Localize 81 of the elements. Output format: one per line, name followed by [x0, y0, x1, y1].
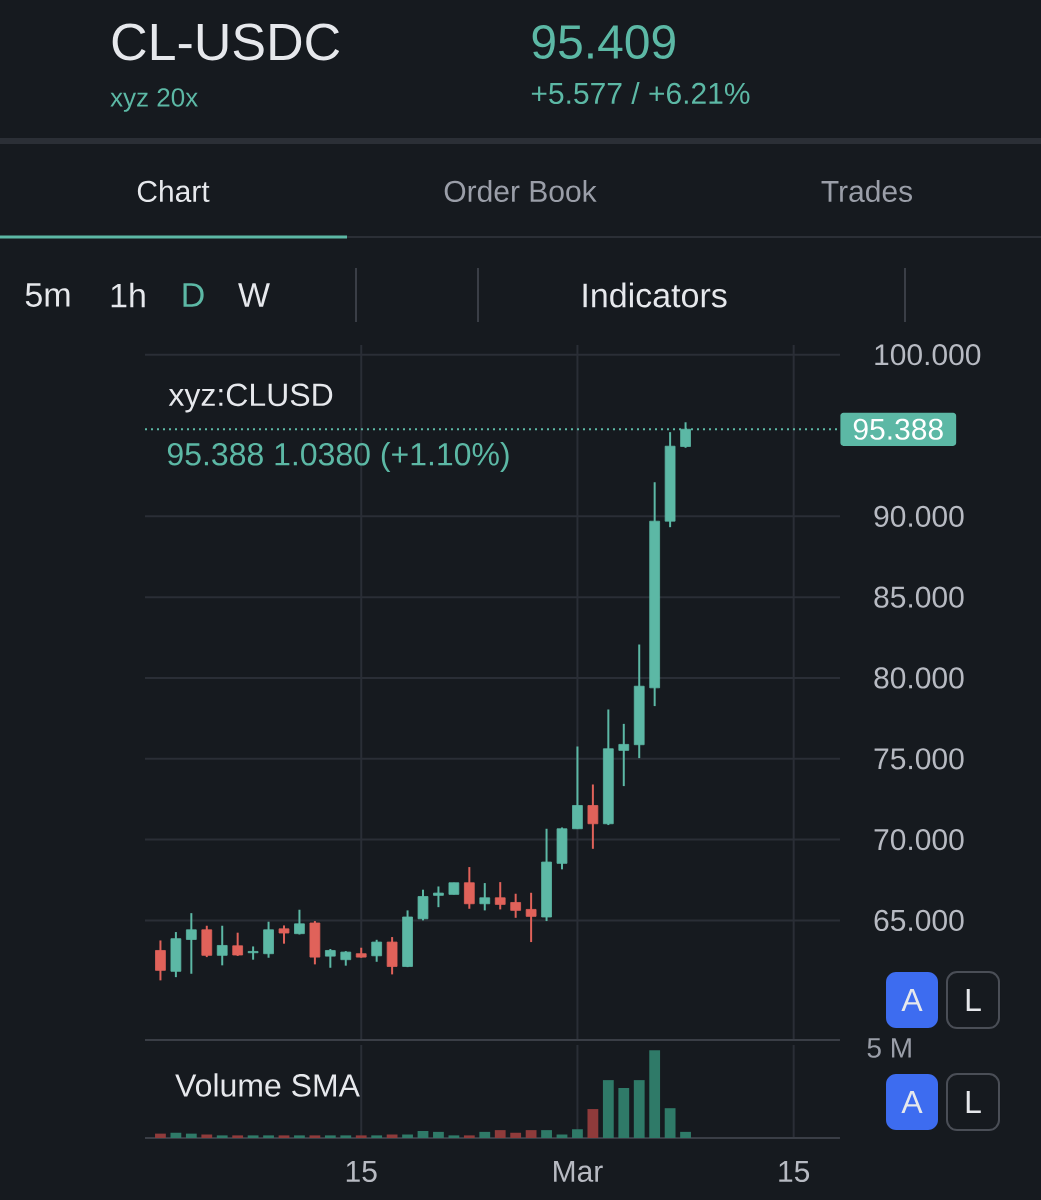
bar — [680, 1131, 691, 1139]
candlestick — [463, 866, 475, 910]
bar — [479, 1131, 491, 1139]
text: A — [901, 989, 923, 1012]
annotation: xyz:CLUSD — [168, 383, 333, 413]
candlestick — [417, 888, 429, 922]
bar — [433, 1131, 444, 1139]
bar — [247, 1135, 259, 1139]
bar — [510, 1132, 522, 1139]
candlestick — [572, 745, 583, 830]
bar — [525, 1130, 537, 1139]
bar — [232, 1135, 244, 1139]
candlestick — [494, 881, 506, 911]
text: 95.409 — [532, 25, 675, 59]
bar — [602, 1080, 614, 1139]
bar — [618, 1088, 630, 1139]
bar — [649, 1050, 661, 1139]
bar — [664, 1108, 676, 1139]
text: L — [966, 989, 981, 1012]
candlestick — [618, 722, 630, 788]
bar — [463, 1135, 475, 1139]
x-tick-label: 15 — [779, 1161, 810, 1182]
bar — [155, 1133, 166, 1139]
y-tick-label: 85.000 — [874, 586, 964, 608]
bar — [324, 1135, 336, 1139]
text: Order Book — [444, 179, 597, 203]
bar — [572, 1129, 583, 1139]
y-tick-label: 90.000 — [874, 505, 964, 527]
y-tick-label: 80.000 — [874, 667, 964, 689]
text: W — [238, 283, 270, 307]
bar — [494, 1130, 506, 1139]
candlestick — [371, 938, 383, 963]
text: 5 M — [867, 1038, 911, 1058]
text: A — [901, 1091, 923, 1114]
text: L — [966, 1091, 981, 1114]
bar — [355, 1135, 367, 1139]
bar — [448, 1135, 460, 1139]
bar — [278, 1135, 290, 1139]
candlestick — [232, 931, 244, 957]
text: Volume SMA — [175, 1073, 360, 1097]
candlestick — [479, 882, 491, 912]
bar — [294, 1135, 305, 1139]
y-tick-label: 75.000 — [874, 748, 964, 770]
candlestick — [155, 939, 166, 982]
annotation: 95.388 1.0380 (+1.10%) — [167, 442, 509, 472]
candlestick — [587, 783, 599, 850]
bar — [263, 1135, 274, 1139]
x-tick-label: 15 — [346, 1161, 377, 1182]
y-tick-label: 70.000 — [874, 828, 964, 851]
text: Chart — [137, 179, 210, 203]
text: D — [183, 283, 204, 307]
text: 5m — [25, 283, 70, 307]
candlestick — [278, 924, 290, 945]
candlestick — [263, 920, 274, 959]
bar — [309, 1135, 321, 1139]
bar — [587, 1109, 599, 1139]
candlestick — [216, 924, 228, 967]
candlestick — [525, 891, 537, 944]
text: Indicators — [583, 282, 727, 308]
bar — [417, 1130, 429, 1139]
text: Trades — [821, 179, 913, 203]
candlestick — [185, 912, 197, 975]
bar — [633, 1080, 645, 1139]
y-tick-label: 65.000 — [874, 909, 964, 932]
bar — [170, 1132, 182, 1139]
bar — [216, 1135, 228, 1139]
ref-line-label: 95.388 — [853, 418, 943, 440]
chart-subtitle: xyz 20x — [110, 88, 198, 112]
bar — [185, 1133, 197, 1139]
candlestick — [433, 885, 444, 909]
x-tick-label: Mar — [554, 1161, 603, 1182]
text: 1h — [111, 282, 145, 308]
candlestick — [294, 908, 305, 936]
chart-title: CL-USDC — [112, 23, 340, 61]
y-tick-label: 100.000 — [875, 344, 981, 366]
bar — [371, 1135, 383, 1139]
candlestick — [510, 892, 521, 919]
candlestick — [324, 948, 336, 969]
bar — [541, 1130, 552, 1139]
text: +5.577 / +6.21% — [531, 81, 750, 105]
bar — [340, 1135, 352, 1139]
